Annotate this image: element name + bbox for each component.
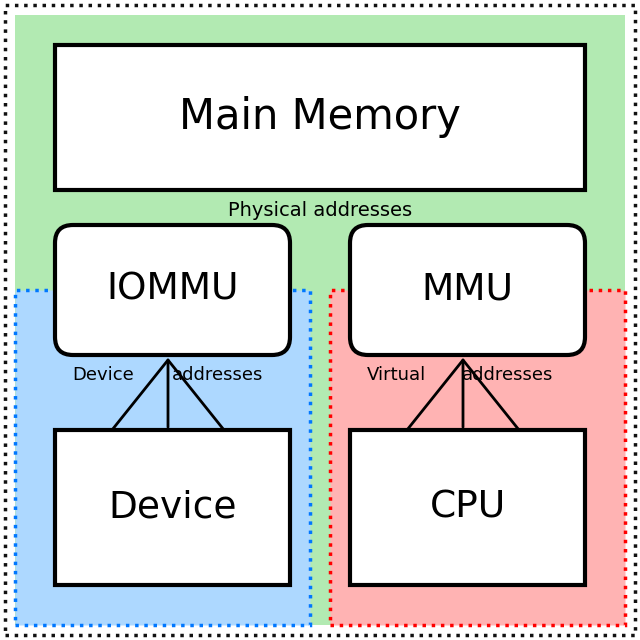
Text: Device: Device <box>72 366 134 384</box>
FancyBboxPatch shape <box>55 430 290 585</box>
FancyBboxPatch shape <box>350 225 585 355</box>
Text: IOMMU: IOMMU <box>106 272 239 308</box>
Text: CPU: CPU <box>429 490 506 525</box>
Text: Virtual: Virtual <box>367 366 426 384</box>
Text: Main Memory: Main Memory <box>179 97 461 138</box>
Text: Physical addresses: Physical addresses <box>228 200 412 220</box>
FancyBboxPatch shape <box>15 15 625 625</box>
FancyBboxPatch shape <box>55 45 585 190</box>
FancyBboxPatch shape <box>15 290 310 625</box>
Text: Device: Device <box>108 490 237 525</box>
FancyBboxPatch shape <box>330 290 625 625</box>
Text: MMU: MMU <box>422 272 513 308</box>
FancyBboxPatch shape <box>350 430 585 585</box>
Text: addresses: addresses <box>172 366 264 384</box>
Text: addresses: addresses <box>462 366 554 384</box>
FancyBboxPatch shape <box>55 225 290 355</box>
